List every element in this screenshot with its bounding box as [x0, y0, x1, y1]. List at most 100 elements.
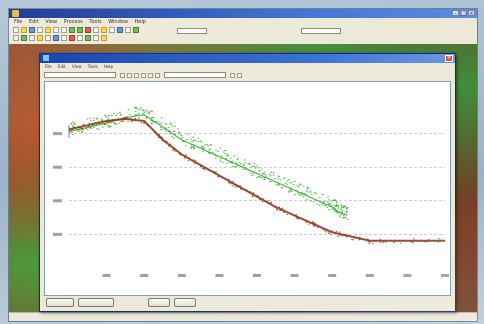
- series-1-point: [116, 119, 118, 121]
- tool-k-icon[interactable]: [93, 35, 99, 41]
- profile-chart[interactable]: [45, 82, 450, 295]
- series-1-point: [270, 201, 273, 204]
- series-1-point: [296, 217, 299, 219]
- status-bar: [9, 312, 477, 321]
- dialog-tool-5-icon[interactable]: [148, 73, 153, 78]
- series-0-point: [168, 130, 170, 132]
- series-0-point: [290, 190, 293, 192]
- menu-window[interactable]: Window: [108, 19, 128, 25]
- series-0-point: [327, 199, 330, 201]
- series-1-point: [125, 117, 128, 119]
- grid-icon[interactable]: [125, 27, 131, 33]
- stop-icon[interactable]: [85, 27, 91, 33]
- dialog-menu-help[interactable]: Help: [103, 64, 114, 69]
- tool-l-icon[interactable]: [101, 35, 107, 41]
- x-tick-label-3: [215, 274, 224, 277]
- tool-h-icon[interactable]: [69, 35, 75, 41]
- dialog-close-icon[interactable]: ×: [445, 55, 453, 62]
- print-icon[interactable]: [37, 27, 43, 33]
- tool-i-icon[interactable]: [77, 35, 83, 41]
- zoom-in-icon[interactable]: [69, 27, 75, 33]
- series-1-point: [295, 217, 297, 219]
- series-0-point: [169, 122, 172, 124]
- dialog-menu-tools[interactable]: Tools: [87, 64, 98, 69]
- dialog-tool-1-icon[interactable]: [120, 73, 125, 78]
- dialog-tool-3-icon[interactable]: [134, 73, 139, 78]
- paste-icon[interactable]: [61, 27, 67, 33]
- cut-icon[interactable]: [45, 27, 51, 33]
- zoom-out-icon[interactable]: [77, 27, 83, 33]
- refresh-icon[interactable]: [133, 27, 139, 33]
- series-0-point: [257, 167, 260, 169]
- series-0-point: [295, 189, 297, 192]
- tool-j-icon[interactable]: [85, 35, 91, 41]
- tool-g-icon[interactable]: [61, 35, 67, 41]
- series-0-point: [100, 119, 103, 121]
- series-0-point: [169, 133, 171, 135]
- series-0-point: [134, 114, 137, 116]
- toolbar-row-2: [13, 35, 107, 42]
- dialog-button-2[interactable]: [78, 298, 114, 307]
- tool-b-icon[interactable]: [21, 35, 27, 41]
- tool-a-icon[interactable]: [13, 35, 19, 41]
- series-0-point: [96, 128, 98, 130]
- dialog-button-3[interactable]: [148, 298, 170, 307]
- x-tick-label-4: [253, 274, 261, 277]
- save-icon[interactable]: [29, 27, 35, 33]
- measure-icon[interactable]: [109, 27, 115, 33]
- dialog-tool-8-icon[interactable]: [237, 73, 242, 78]
- open-folder-icon[interactable]: [21, 27, 27, 33]
- menu-view[interactable]: View: [45, 19, 58, 25]
- maximize-icon[interactable]: □: [460, 10, 467, 17]
- dialog-tool-6-icon[interactable]: [155, 73, 160, 78]
- series-0-point: [247, 163, 250, 165]
- series-0-point: [112, 112, 115, 114]
- series-1-point: [382, 242, 384, 244]
- new-icon[interactable]: [13, 27, 19, 33]
- menu-tools[interactable]: Tools: [89, 19, 102, 25]
- series-0-point: [145, 109, 147, 111]
- menu-edit[interactable]: Edit: [28, 19, 39, 25]
- series-1-point: [383, 240, 386, 242]
- toolbar-row-1: [13, 27, 139, 34]
- series-1-point: [438, 238, 440, 240]
- series-1-point: [351, 238, 353, 241]
- dialog-tool-2-icon[interactable]: [127, 73, 132, 78]
- toolbar-combo-1[interactable]: [177, 28, 207, 34]
- tool-d-icon[interactable]: [37, 35, 43, 41]
- tool-f-icon[interactable]: [53, 35, 59, 41]
- series-0-point: [235, 166, 237, 168]
- series-0-point: [250, 170, 253, 172]
- dialog-menu-view[interactable]: View: [72, 64, 82, 69]
- menu-help[interactable]: Help: [134, 19, 146, 25]
- dialog-combo-2[interactable]: [164, 72, 226, 78]
- series-0-point: [202, 151, 204, 153]
- layer-icon[interactable]: [117, 27, 123, 33]
- series-0-point: [108, 126, 110, 128]
- series-1-point: [213, 171, 216, 173]
- select-icon[interactable]: [101, 27, 107, 33]
- dialog-button-4[interactable]: [174, 298, 196, 307]
- series-0-point: [172, 130, 175, 132]
- dialog-menu-file[interactable]: File: [45, 64, 52, 69]
- series-1-point: [425, 241, 428, 243]
- dialog-button-1[interactable]: [46, 298, 74, 307]
- dialog-tool-4-icon[interactable]: [141, 73, 146, 78]
- toolbar-combo-2[interactable]: [301, 28, 341, 34]
- series-0-point: [110, 114, 113, 116]
- pan-icon[interactable]: [93, 27, 99, 33]
- minimize-icon[interactable]: –: [452, 10, 459, 17]
- tool-c-icon[interactable]: [29, 35, 35, 41]
- copy-icon[interactable]: [53, 27, 59, 33]
- series-0-point: [306, 190, 309, 192]
- series-0-point: [239, 163, 242, 165]
- dialog-tool-7-icon[interactable]: [230, 73, 235, 78]
- menu-file[interactable]: File: [14, 19, 23, 25]
- dialog-combo-1[interactable]: [44, 72, 116, 78]
- menu-process[interactable]: Process: [63, 19, 83, 25]
- application-window: – □ × File Edit View Process Tools Windo…: [9, 9, 477, 321]
- dialog-menu-edit[interactable]: Edit: [57, 64, 66, 69]
- close-icon[interactable]: ×: [468, 10, 475, 17]
- tool-e-icon[interactable]: [45, 35, 51, 41]
- series-0-point: [127, 109, 130, 111]
